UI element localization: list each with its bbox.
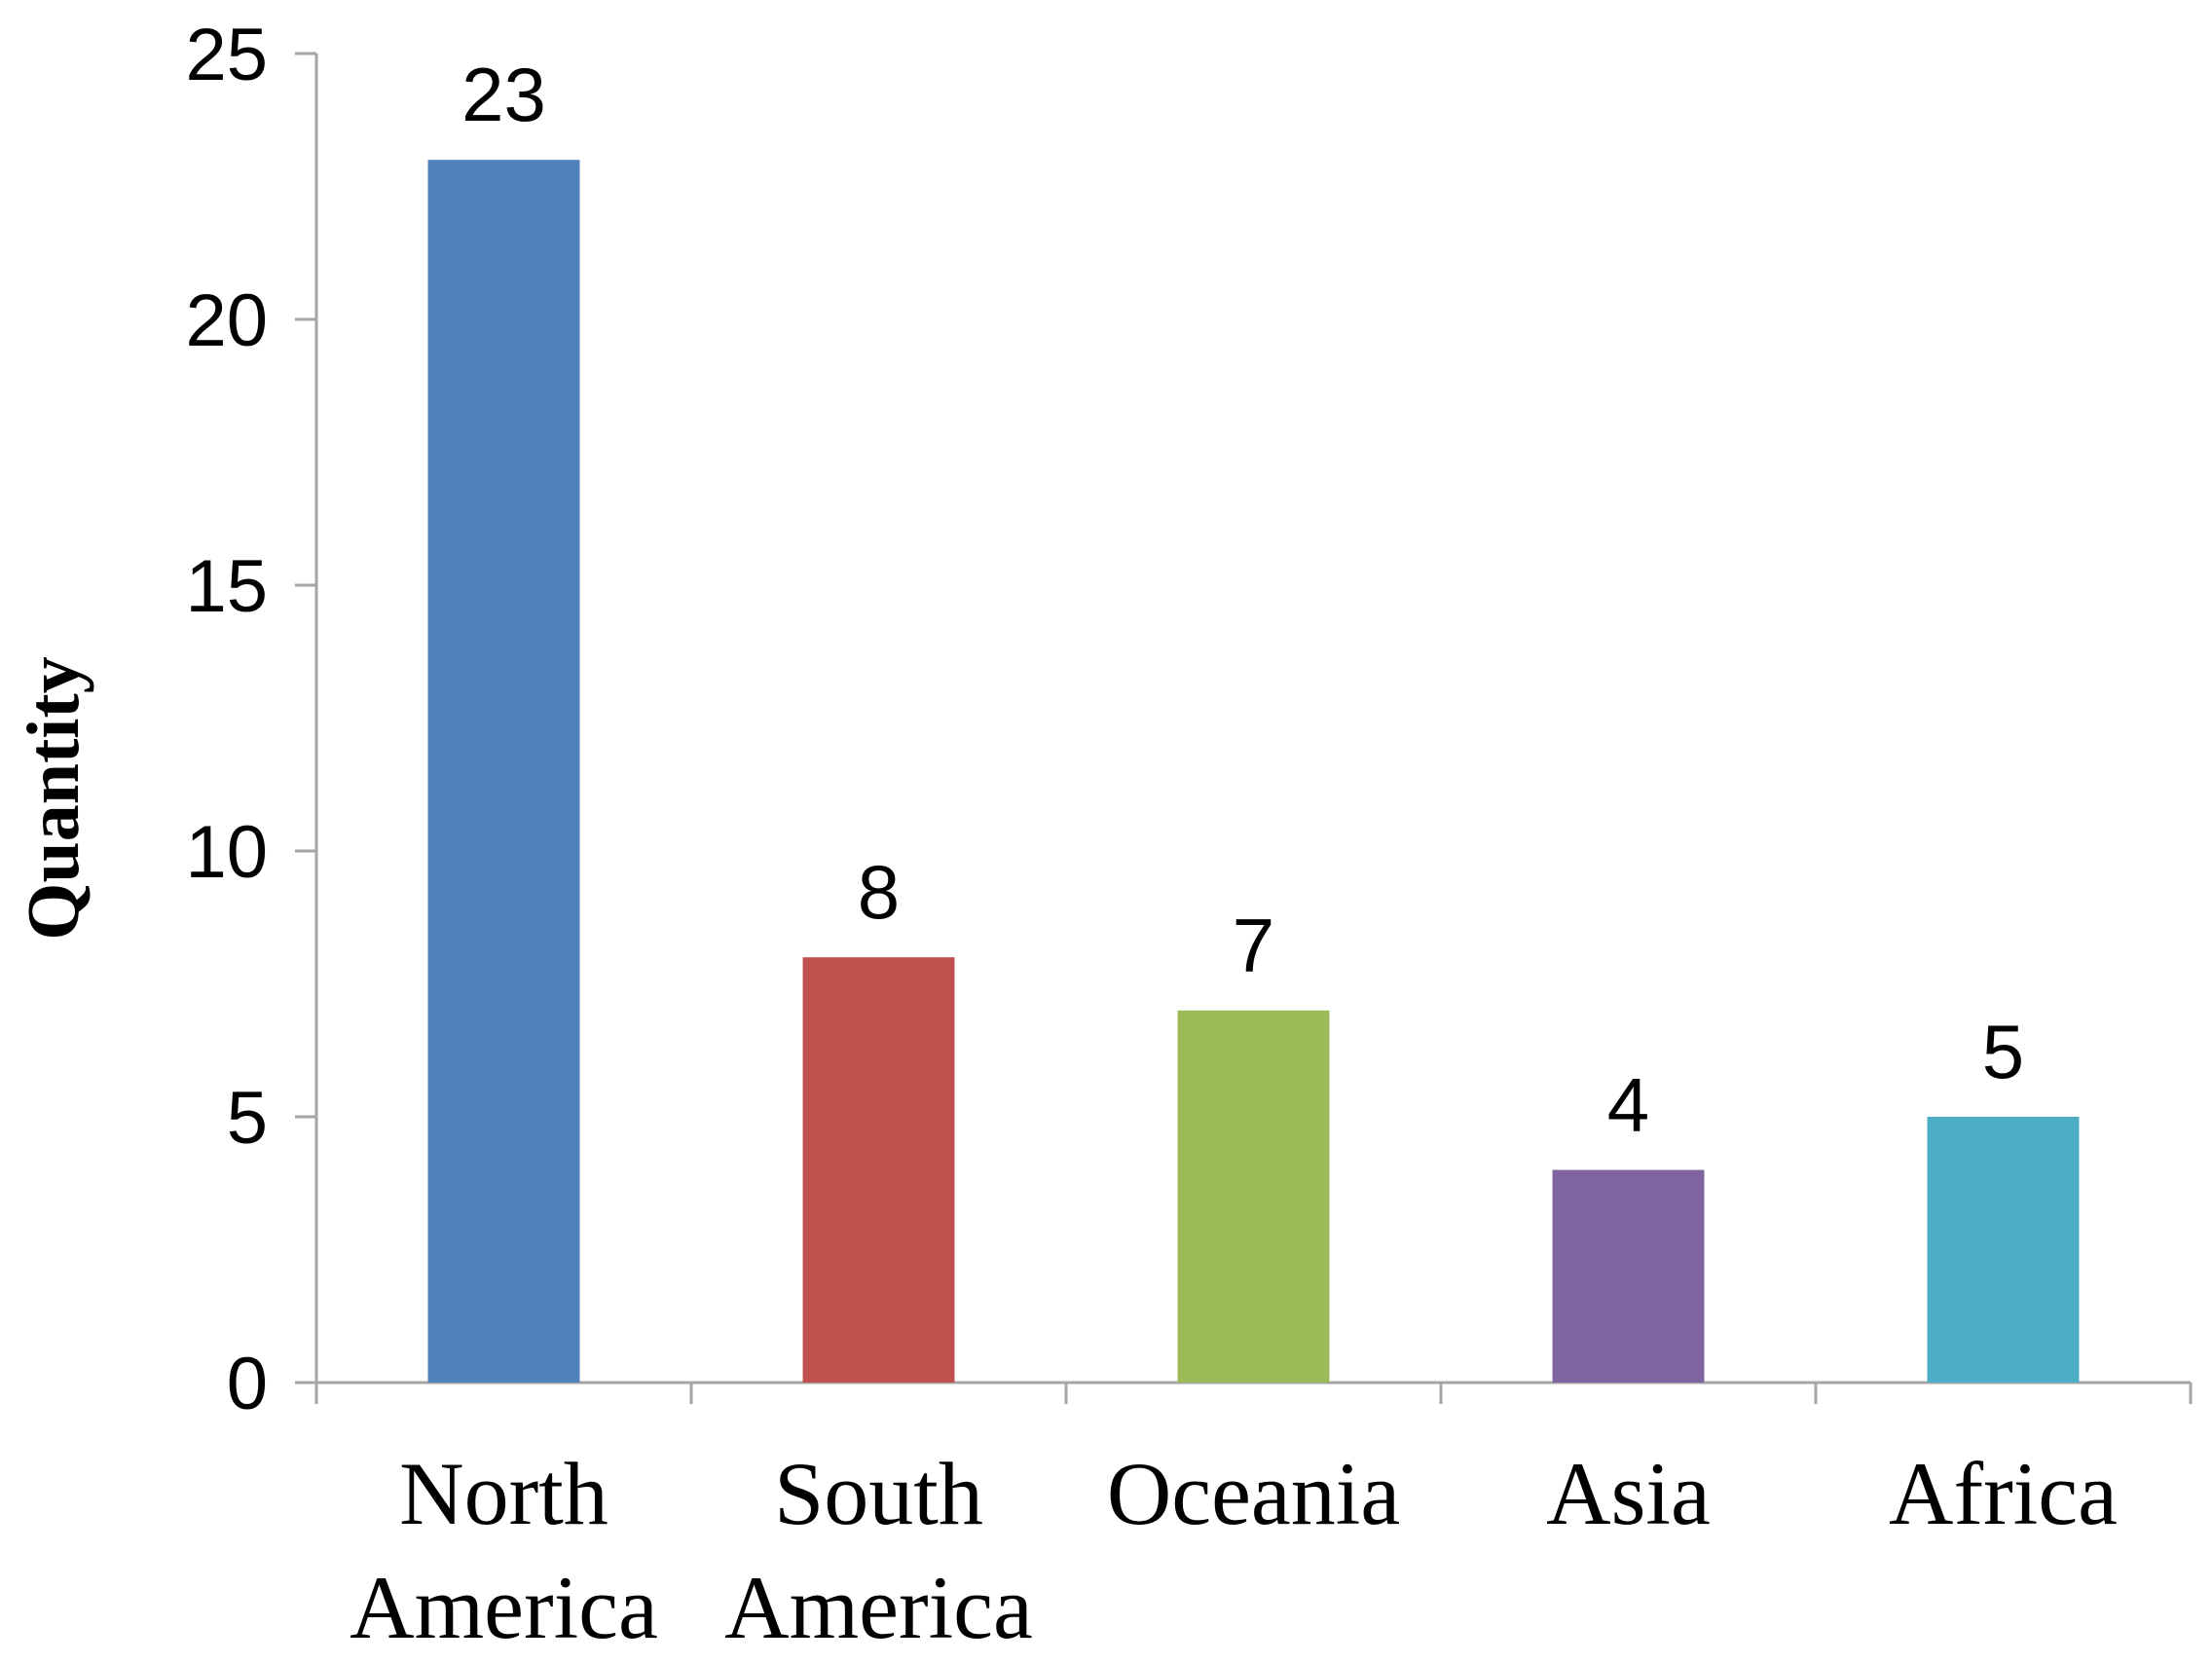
y-tick-label: 25 <box>185 14 268 96</box>
bar <box>1927 1117 2080 1383</box>
bar <box>1552 1169 1705 1383</box>
x-category-label: North <box>399 1444 608 1543</box>
x-category-label: America <box>724 1558 1033 1657</box>
y-tick-label: 0 <box>227 1343 268 1425</box>
y-axis-title: Quantity <box>13 656 94 940</box>
x-category-label: South <box>774 1444 983 1543</box>
y-tick-label: 10 <box>185 811 268 894</box>
bar <box>427 160 580 1384</box>
x-category-label: America <box>350 1558 658 1657</box>
data-label: 5 <box>1982 1009 2024 1094</box>
x-category-label: Africa <box>1889 1444 2118 1543</box>
x-category-label: Asia <box>1546 1444 1711 1543</box>
data-label: 8 <box>858 849 900 935</box>
data-label: 7 <box>1233 903 1274 988</box>
x-category-label: Oceania <box>1107 1444 1400 1543</box>
y-tick-label: 20 <box>185 279 268 362</box>
bar <box>802 957 955 1383</box>
data-label: 23 <box>461 52 546 137</box>
bar <box>1177 1010 1330 1383</box>
y-tick-label: 5 <box>227 1077 268 1160</box>
y-tick-label: 15 <box>185 545 268 628</box>
data-label: 4 <box>1607 1062 1649 1148</box>
